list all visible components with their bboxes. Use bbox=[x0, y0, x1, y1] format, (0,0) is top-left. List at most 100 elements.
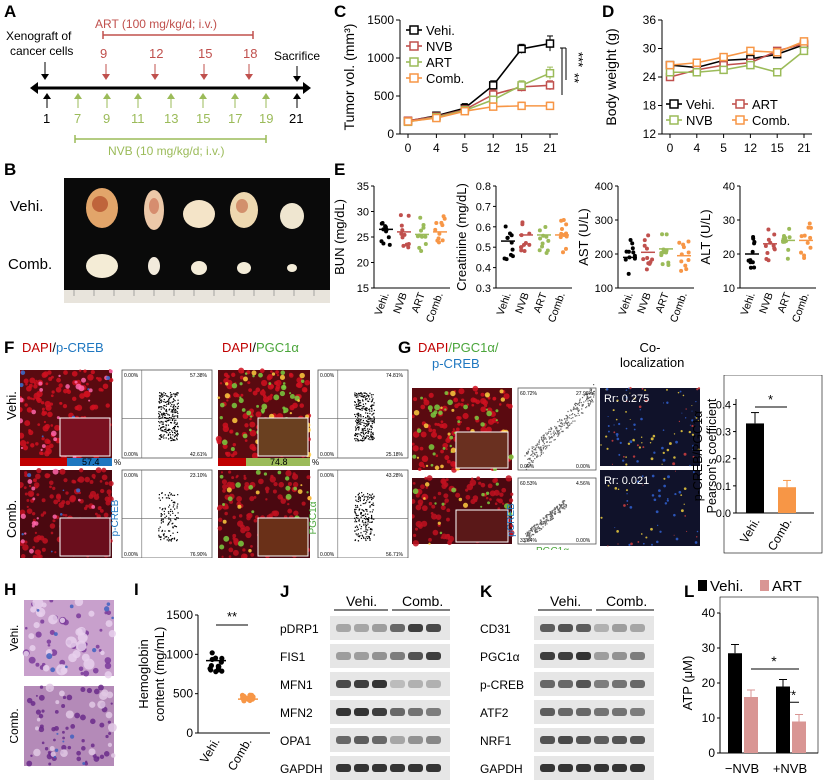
micro-dot bbox=[292, 472, 296, 476]
micro-dot bbox=[289, 373, 294, 378]
legend-marker bbox=[409, 41, 419, 51]
data-point bbox=[216, 664, 222, 670]
scatter-dot bbox=[563, 505, 565, 508]
micro-dot bbox=[644, 399, 648, 403]
scatter-dot bbox=[160, 536, 162, 538]
micro-dot bbox=[301, 386, 308, 393]
scatter-dot bbox=[360, 423, 362, 426]
scatter-dot bbox=[366, 420, 368, 422]
data-point bbox=[545, 101, 555, 111]
g-title-dapi: DAPI bbox=[418, 340, 449, 355]
data-point bbox=[502, 256, 507, 261]
scatter-dot bbox=[357, 404, 359, 406]
scatter-dot bbox=[570, 409, 572, 411]
scatter-dot bbox=[372, 433, 374, 435]
scatter-dot bbox=[163, 533, 165, 535]
scatter-dot bbox=[365, 526, 367, 528]
y-tick-label: 10 bbox=[702, 711, 716, 725]
nvb-day-label: 19 bbox=[259, 111, 273, 126]
scatter-dot bbox=[171, 499, 173, 502]
scatter-dot bbox=[371, 418, 373, 420]
scatter-dot bbox=[163, 413, 165, 415]
scatter-dot bbox=[364, 438, 366, 440]
micro-dot bbox=[247, 381, 251, 385]
scatter-dot bbox=[550, 513, 552, 515]
scatter-dot bbox=[549, 437, 551, 439]
micro-dot bbox=[606, 447, 609, 450]
scatter-dot bbox=[373, 417, 375, 419]
micro-dot bbox=[237, 504, 242, 509]
scatter-dot bbox=[539, 527, 541, 530]
art-day-label: 18 bbox=[243, 46, 257, 61]
quadrant-label: 23.10% bbox=[190, 473, 208, 479]
scatter-dot bbox=[370, 434, 372, 436]
micro-dot bbox=[447, 432, 451, 436]
data-point bbox=[517, 81, 526, 90]
micro-dot bbox=[56, 416, 60, 420]
scatter-dot bbox=[169, 434, 172, 436]
micro-dot bbox=[239, 382, 243, 386]
micro-dot bbox=[98, 387, 103, 392]
art-day-label: 9 bbox=[100, 46, 107, 61]
scatter-dot bbox=[163, 510, 165, 513]
scatter-dot bbox=[540, 524, 542, 526]
micro-dot bbox=[495, 419, 498, 422]
scatter-dot bbox=[360, 416, 362, 418]
data-point bbox=[460, 106, 470, 116]
data-point bbox=[692, 68, 702, 77]
micro-dot bbox=[99, 754, 105, 760]
micro-dot bbox=[26, 760, 33, 767]
data-point bbox=[806, 225, 811, 230]
scatter-dot bbox=[175, 419, 177, 421]
blot-band bbox=[426, 708, 441, 716]
scatter-dot bbox=[373, 404, 375, 406]
scatter-dot bbox=[357, 426, 359, 428]
micro-dot bbox=[267, 395, 273, 401]
scatter-dot bbox=[541, 528, 543, 530]
scatter-dot bbox=[361, 535, 364, 537]
micro-dot bbox=[62, 513, 65, 517]
micro-dot bbox=[285, 476, 290, 481]
data-point bbox=[746, 60, 755, 70]
scatter-dot bbox=[366, 423, 368, 425]
scatter-dot bbox=[576, 415, 578, 417]
scatter-dot bbox=[356, 534, 358, 536]
scatter-dot bbox=[361, 509, 363, 511]
micro-dot bbox=[296, 381, 303, 389]
micro-dot bbox=[59, 659, 66, 666]
scatter-dot bbox=[165, 431, 167, 433]
micro-dot bbox=[280, 498, 287, 504]
scatter-dot bbox=[177, 517, 179, 519]
micro-dot bbox=[605, 435, 608, 438]
scatter-dot bbox=[359, 434, 361, 436]
scatter-dot bbox=[371, 399, 374, 401]
micro-dot bbox=[251, 370, 257, 376]
micro-dot bbox=[495, 482, 499, 486]
micro-dot bbox=[510, 492, 514, 496]
micro-dot bbox=[287, 502, 290, 506]
scatter-dot bbox=[361, 431, 363, 434]
micro-dot bbox=[46, 653, 53, 660]
micro-dot bbox=[285, 493, 292, 500]
legend-label: ART bbox=[752, 97, 778, 112]
scatter-dot bbox=[359, 524, 361, 526]
scatter-dot bbox=[362, 432, 364, 434]
micro-dot bbox=[432, 529, 439, 536]
micro-dot bbox=[44, 747, 49, 751]
micro-dot bbox=[423, 423, 429, 429]
scatter-dot bbox=[540, 451, 542, 453]
micro-dot bbox=[99, 480, 103, 483]
scatter-dot bbox=[161, 426, 163, 428]
micro-dot bbox=[36, 468, 42, 474]
scatter-dot bbox=[360, 439, 362, 441]
scatter-dot bbox=[582, 403, 584, 406]
x-tick-label: Comb. bbox=[225, 736, 255, 774]
micro-dot bbox=[420, 396, 423, 400]
scatter-dot bbox=[158, 536, 160, 538]
scatter-dot bbox=[576, 409, 579, 411]
scatter-dot bbox=[173, 525, 176, 527]
micro-dot bbox=[107, 723, 117, 732]
micro-dot bbox=[673, 456, 676, 459]
scatter-dot bbox=[160, 513, 162, 515]
scatter-dot bbox=[580, 412, 583, 414]
